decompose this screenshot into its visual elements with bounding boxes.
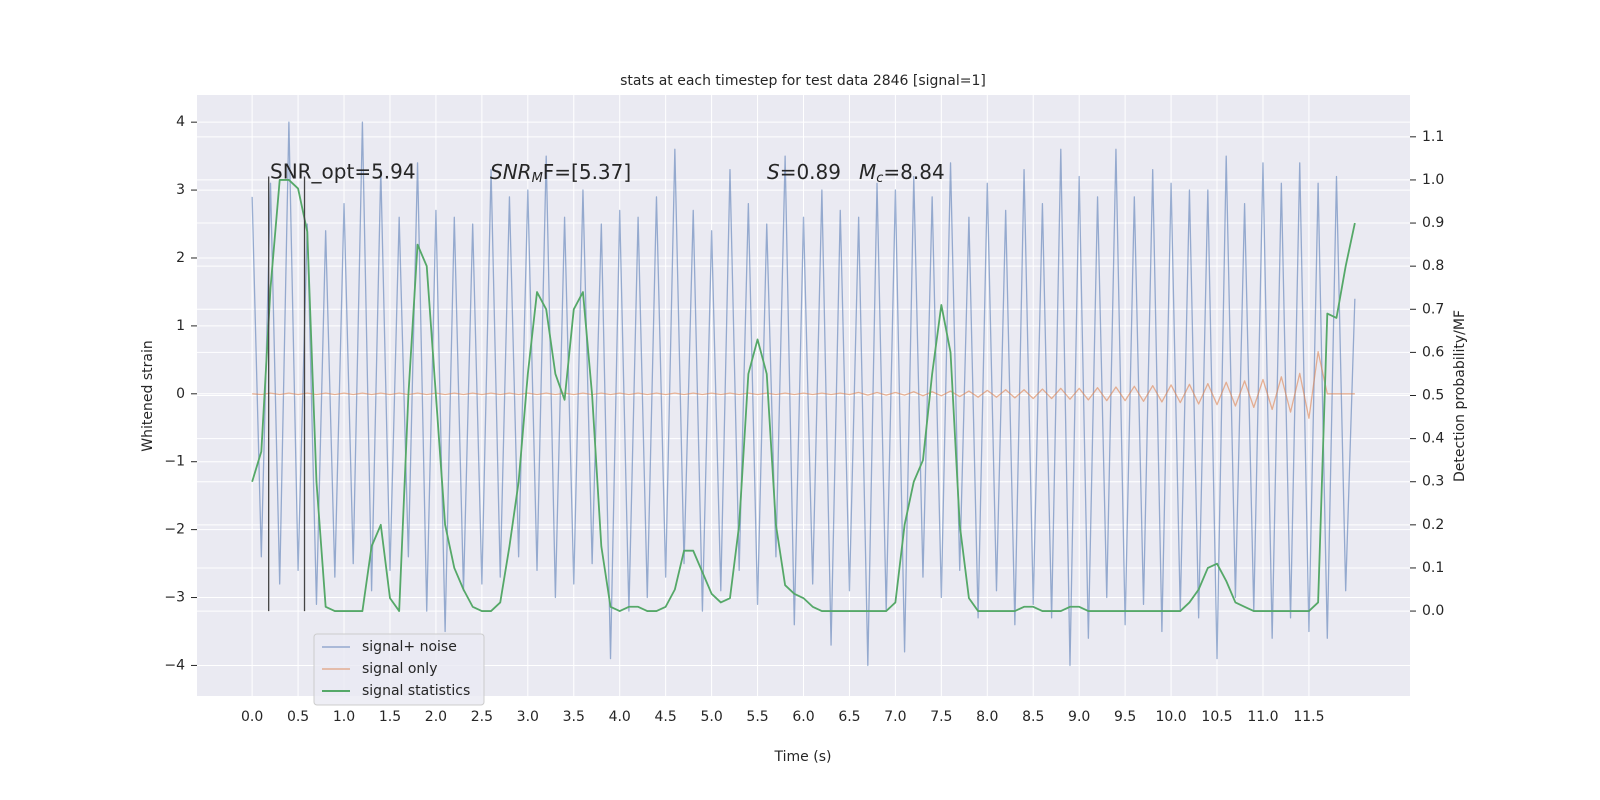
x-tick-label: 9.5 xyxy=(1114,709,1136,725)
x-tick-label: 1.0 xyxy=(333,709,355,725)
annotation: Mc=8.84 xyxy=(859,160,945,186)
legend-label: signal+ noise xyxy=(362,639,457,655)
y2-tick-label: 0.3 xyxy=(1422,474,1444,490)
x-tick-label: 0.5 xyxy=(287,709,309,725)
chart-title: stats at each timestep for test data 284… xyxy=(620,73,986,89)
y2-axis-label: Detection probability/MF xyxy=(1452,310,1468,482)
y-tick-label: −4 xyxy=(164,657,185,673)
y-tick-label: 2 xyxy=(176,250,185,266)
y2-tick-label: 0.9 xyxy=(1422,215,1444,231)
y-axis-label: Whitened strain xyxy=(140,340,156,451)
y2-tick-label: 1.0 xyxy=(1422,172,1444,188)
x-tick-label: 5.0 xyxy=(700,709,722,725)
x-tick-label: 8.5 xyxy=(1022,709,1044,725)
x-tick-label: 6.5 xyxy=(838,709,860,725)
legend-label: signal only xyxy=(362,661,437,677)
y2-tick-label: 0.2 xyxy=(1422,517,1444,533)
y-tick-label: −2 xyxy=(164,522,185,538)
x-tick-label: 6.0 xyxy=(792,709,814,725)
annotation-part: S xyxy=(767,160,780,184)
y-tick-label: −3 xyxy=(164,590,185,606)
y2-tick-label: 0.5 xyxy=(1422,388,1444,404)
x-tick-label: 11.0 xyxy=(1247,709,1278,725)
y-tick-label: 0 xyxy=(176,386,185,402)
annotation: SNRMF=[5.37] xyxy=(490,160,631,186)
y2-tick-label: 1.1 xyxy=(1422,129,1444,145)
x-tick-label: 1.5 xyxy=(379,709,401,725)
annotation-part: =8.84 xyxy=(883,160,944,184)
x-tick-label: 7.0 xyxy=(884,709,906,725)
labels: 0.0 0.5 1.0 1.5 2.0 2.5 3.0 3.5 4.0 4.5 5.0 5.5 6.0 6… xyxy=(164,114,1444,725)
y2-tick-label: 0.4 xyxy=(1422,431,1444,447)
annotation-part: SNR xyxy=(490,160,532,184)
annotation-part: c xyxy=(876,171,883,186)
legend-label: signal statistics xyxy=(362,683,470,699)
x-tick-label: 8.0 xyxy=(976,709,998,725)
x-tick-label: 3.0 xyxy=(517,709,539,725)
y2-tick-label: 0.1 xyxy=(1422,560,1444,576)
x-tick-label: 7.5 xyxy=(930,709,952,725)
annotation-part: F=[5.37] xyxy=(543,160,631,184)
annotation-part: M xyxy=(859,160,876,184)
annotation: S=0.89 xyxy=(767,160,841,184)
y2-tick-label: 0.0 xyxy=(1422,603,1444,619)
x-tick-label: 2.5 xyxy=(471,709,493,725)
legend-box xyxy=(313,633,485,706)
y-tick-label: 3 xyxy=(176,182,185,198)
x-tick-label: 9.0 xyxy=(1068,709,1090,725)
series-line xyxy=(251,179,1356,612)
y-tick-label: 4 xyxy=(176,114,185,130)
marks xyxy=(251,121,1356,667)
y2-tick-label: 0.7 xyxy=(1422,301,1444,317)
annotation-part: M xyxy=(532,171,543,186)
x-tick-label: 11.5 xyxy=(1293,709,1324,725)
x-axis-label: Time (s) xyxy=(774,749,832,765)
y-tick-label: 1 xyxy=(176,318,185,334)
y2-tick-label: 0.8 xyxy=(1422,258,1444,274)
x-tick-label: 10.0 xyxy=(1155,709,1186,725)
x-tick-label: 2.0 xyxy=(425,709,447,725)
x-tick-label: 5.5 xyxy=(746,709,768,725)
annotation-part: =0.89 xyxy=(780,160,841,184)
annotation: SNR_opt=5.94 xyxy=(270,160,416,184)
series-line xyxy=(251,121,1356,667)
x-tick-label: 10.5 xyxy=(1201,709,1232,725)
x-tick-label: 0.0 xyxy=(241,709,263,725)
y2-tick-label: 0.6 xyxy=(1422,344,1444,360)
y-tick-label: −1 xyxy=(164,454,185,470)
x-tick-label: 4.0 xyxy=(609,709,631,725)
x-tick-label: 3.5 xyxy=(563,709,585,725)
x-tick-label: 4.5 xyxy=(655,709,677,725)
